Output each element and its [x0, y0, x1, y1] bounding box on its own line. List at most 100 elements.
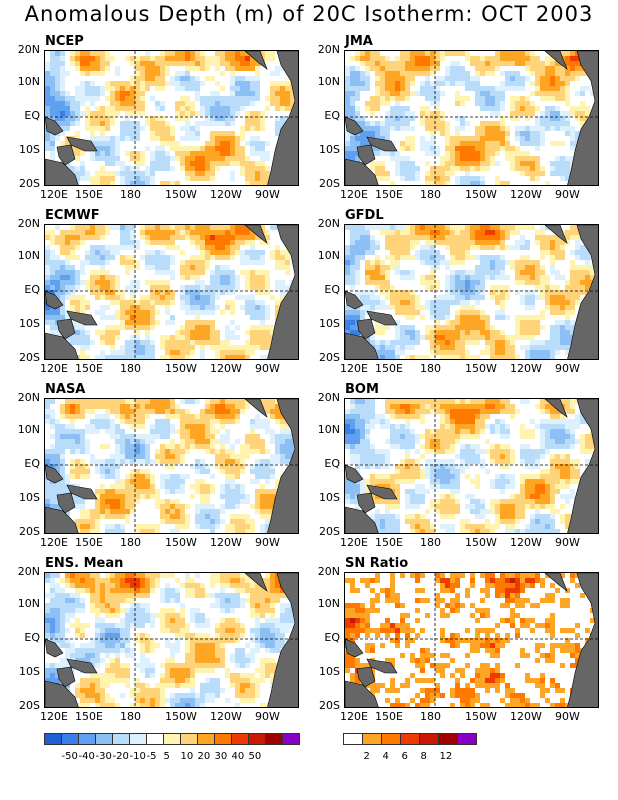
heatmap-cell — [265, 404, 270, 409]
heatmap-cell — [415, 61, 420, 66]
heatmap-cell — [210, 444, 215, 449]
heatmap-cell — [355, 255, 360, 260]
heatmap-cell — [365, 290, 370, 295]
heatmap-cell — [435, 181, 440, 185]
heatmap-cell — [515, 335, 520, 340]
heatmap-cell — [365, 270, 370, 275]
heatmap-cell — [220, 131, 225, 136]
heatmap-cell — [55, 81, 60, 86]
heatmap-cell — [435, 76, 440, 81]
heatmap-cell — [215, 240, 220, 245]
heatmap-cell — [470, 161, 475, 166]
heatmap-cell — [205, 101, 210, 106]
heatmap-cell — [465, 136, 470, 141]
heatmap-cell — [220, 161, 225, 166]
heatmap-cell — [395, 330, 400, 335]
heatmap-cell — [375, 255, 380, 260]
heatmap-cell — [85, 345, 90, 350]
heatmap-cell — [225, 250, 230, 255]
heatmap-cell — [140, 81, 145, 86]
heatmap-cell — [200, 166, 205, 171]
heatmap-cell — [195, 76, 200, 81]
heatmap-cell — [180, 151, 185, 156]
heatmap-cell — [420, 355, 425, 359]
heatmap-cell — [540, 230, 545, 235]
heatmap-cell — [445, 275, 450, 280]
heatmap-cell — [70, 320, 75, 325]
heatmap-cell — [215, 265, 220, 270]
heatmap-cell — [415, 305, 420, 310]
heatmap-cell — [165, 265, 170, 270]
heatmap-cell — [355, 270, 360, 275]
heatmap-cell — [115, 494, 120, 499]
heatmap-cell — [455, 76, 460, 81]
heatmap-cell — [115, 96, 120, 101]
heatmap-cell — [125, 96, 130, 101]
heatmap-cell — [345, 86, 350, 91]
heatmap-cell — [70, 116, 75, 121]
heatmap-cell — [495, 126, 500, 131]
heatmap-cell — [45, 101, 50, 106]
heatmap-cell — [385, 76, 390, 81]
heatmap-cell — [460, 260, 465, 265]
heatmap-cell — [220, 265, 225, 270]
heatmap-cell — [580, 245, 585, 250]
heatmap-cell — [540, 280, 545, 285]
heatmap-cell — [545, 280, 550, 285]
heatmap-cell — [555, 245, 560, 250]
heatmap-cell — [515, 265, 520, 270]
heatmap-cell — [385, 340, 390, 345]
heatmap-cell — [170, 260, 175, 265]
heatmap-cell — [100, 245, 105, 250]
heatmap-cell — [530, 260, 535, 265]
heatmap-cell — [405, 295, 410, 300]
heatmap-cell — [115, 479, 120, 484]
heatmap-cell — [95, 275, 100, 280]
heatmap-cell — [540, 136, 545, 141]
heatmap-cell — [240, 131, 245, 136]
map-plot — [44, 50, 299, 186]
heatmap-cell — [175, 230, 180, 235]
heatmap-cell — [510, 265, 515, 270]
panel-ecmwf: ECMWF 20N 10N EQ 10S 20S 120E 150E 180 150W 120W 90… — [0, 208, 300, 383]
heatmap-cell — [145, 355, 150, 359]
heatmap-cell — [490, 106, 495, 111]
heatmap-cell — [380, 340, 385, 345]
heatmap-cell — [400, 176, 405, 181]
heatmap-cell — [200, 270, 205, 275]
heatmap-cell — [145, 310, 150, 315]
heatmap-cell — [180, 429, 185, 434]
heatmap-cell — [360, 116, 365, 121]
heatmap-cell — [420, 230, 425, 235]
heatmap-cell — [455, 81, 460, 86]
heatmap-cell — [470, 255, 475, 260]
heatmap-cell — [90, 56, 95, 61]
heatmap-cell — [195, 275, 200, 280]
heatmap-cell — [225, 350, 230, 355]
heatmap-cell — [475, 235, 480, 240]
heatmap-cell — [150, 315, 155, 320]
heatmap-cell — [155, 429, 160, 434]
heatmap-cell — [195, 240, 200, 245]
heatmap-cell — [460, 96, 465, 101]
heatmap-cell — [495, 56, 500, 61]
heatmap-cell — [255, 146, 260, 151]
heatmap-cell — [370, 335, 375, 340]
heatmap-cell — [205, 260, 210, 265]
heatmap-cell — [395, 161, 400, 166]
heatmap-cell — [95, 459, 100, 464]
heatmap-cell — [475, 96, 480, 101]
heatmap-cell — [110, 161, 115, 166]
heatmap-cell — [145, 335, 150, 340]
heatmap-cell — [480, 71, 485, 76]
heatmap-cell — [540, 255, 545, 260]
heatmap-cell — [460, 240, 465, 245]
heatmap-cell — [150, 121, 155, 126]
heatmap-cell — [455, 61, 460, 66]
heatmap-cell — [500, 141, 505, 146]
heatmap-cell — [250, 340, 255, 345]
heatmap-cell — [455, 151, 460, 156]
heatmap-cell — [240, 51, 245, 56]
heatmap-cell — [470, 355, 475, 359]
heatmap-cell — [380, 56, 385, 61]
